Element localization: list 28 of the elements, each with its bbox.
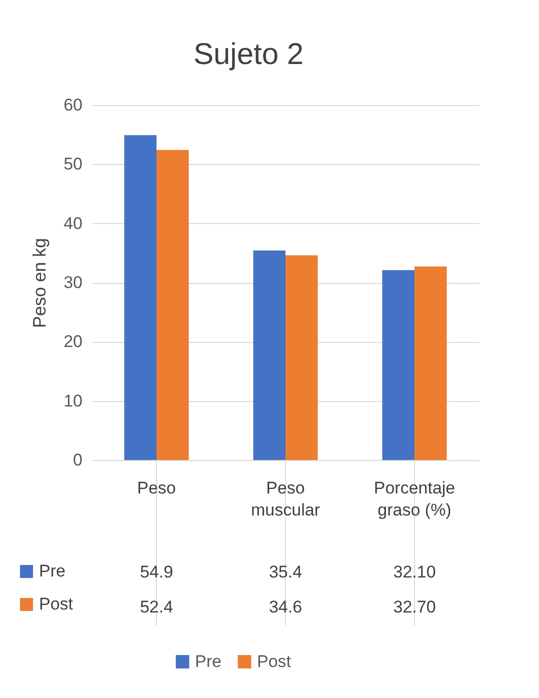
legend-label: Pre <box>39 562 66 580</box>
bar <box>382 270 414 460</box>
bar <box>253 250 286 460</box>
y-tick-label: 50 <box>64 154 82 174</box>
data-label: 35.4 <box>268 562 302 582</box>
y-tick-label: 20 <box>64 332 82 352</box>
data-label: 32.70 <box>393 598 436 616</box>
y-tick-label: 10 <box>64 391 82 410</box>
y-tick-label: 40 <box>64 214 82 233</box>
data-label: 52.4 <box>140 598 174 616</box>
y-axis-title: Peso en kg <box>30 238 50 328</box>
y-tick-label: 30 <box>64 273 82 292</box>
bar <box>286 255 318 460</box>
bar <box>414 266 447 460</box>
bar <box>124 135 156 460</box>
data-label: 34.6 <box>268 598 302 616</box>
chart-title: Sujeto 2 <box>193 38 304 71</box>
x-tick-label: Peso muscular <box>251 478 320 520</box>
x-tick-label: Porcentaje graso (%) <box>374 478 456 520</box>
bar <box>156 150 189 460</box>
x-tick-label: Peso <box>137 478 176 498</box>
text: Post <box>257 652 292 671</box>
data-label: 54.9 <box>140 562 174 582</box>
data-label: 32.10 <box>393 562 436 582</box>
y-tick-label: 60 <box>64 96 82 114</box>
text: Pre <box>195 652 222 671</box>
y-tick-label: 0 <box>73 450 82 470</box>
legend-label: Post <box>39 594 74 614</box>
